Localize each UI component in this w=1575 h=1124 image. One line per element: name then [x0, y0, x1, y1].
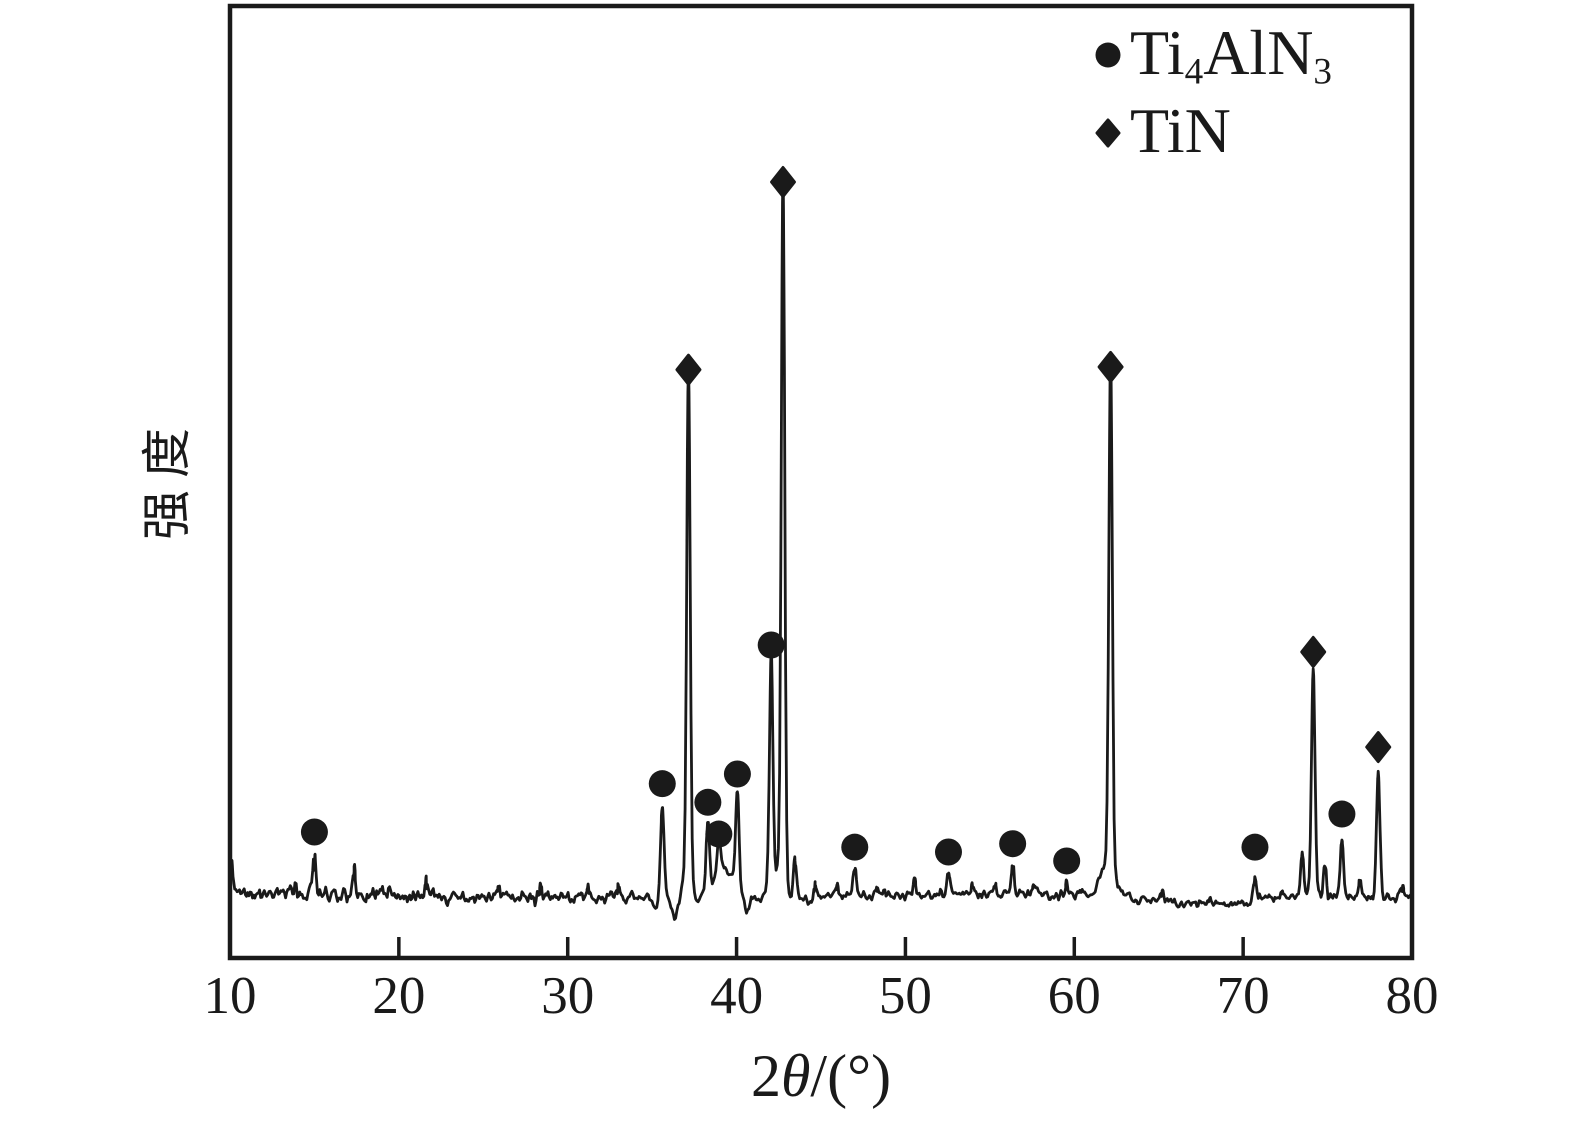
peak-marker-diamond-icon: [675, 353, 702, 386]
x-tick-label: 70: [1216, 967, 1270, 1025]
legend-marker-circle-icon: [1095, 42, 1121, 68]
peak-marker-circle-icon: [1241, 833, 1269, 861]
x-axis-tick-labels: 10 20 30 40 50 60 70 80: [0, 966, 1575, 1036]
peak-marker-circle-icon: [1053, 847, 1081, 875]
y-axis-label: 强度: [139, 416, 195, 540]
legend-marker-diamond-icon: [1095, 118, 1121, 148]
x-tick-label: 50: [878, 967, 932, 1025]
legend-entry: TiN: [1090, 92, 1332, 170]
x-tick-label: 40: [710, 967, 764, 1025]
x-tick-label: 10: [203, 967, 257, 1025]
peak-marker-circle-icon: [757, 631, 785, 659]
peak-marker-circle-icon: [648, 770, 676, 798]
xrd-trace: [228, 172, 1414, 921]
peak-marker-circle-icon: [300, 818, 328, 846]
x-axis-label: 2θ/(°): [751, 1042, 891, 1111]
peak-marker-circle-icon: [1328, 800, 1356, 828]
peak-marker-diamond-icon: [1365, 731, 1392, 764]
plot-frame: [227, 3, 1415, 961]
x-tick-label: 20: [372, 967, 426, 1025]
peak-marker-circle-icon: [705, 820, 733, 848]
legend-entry: Ti4AlN3: [1090, 14, 1332, 92]
peak-marker-circle-icon: [999, 830, 1027, 858]
peak-marker-diamond-icon: [1300, 635, 1327, 668]
peak-marker-diamond-icon: [1097, 350, 1124, 383]
peak-marker-circle-icon: [694, 788, 722, 816]
x-axis-label-text: 2θ/(°): [750, 1043, 892, 1109]
peak-marker-circle-icon: [841, 833, 869, 861]
peak-marker-circle-icon: [934, 838, 962, 866]
peak-marker-diamond-icon: [770, 166, 797, 198]
peak-marker-circle-icon: [723, 760, 751, 788]
x-tick-label: 80: [1385, 967, 1439, 1025]
legend-entry-label: Ti4AlN3: [1130, 17, 1332, 93]
legend-entry-label: TiN: [1130, 95, 1231, 166]
legend: Ti4AlN3 TiN: [1090, 14, 1332, 170]
x-tick-label: 60: [1047, 967, 1101, 1025]
x-tick-label: 30: [541, 967, 595, 1025]
